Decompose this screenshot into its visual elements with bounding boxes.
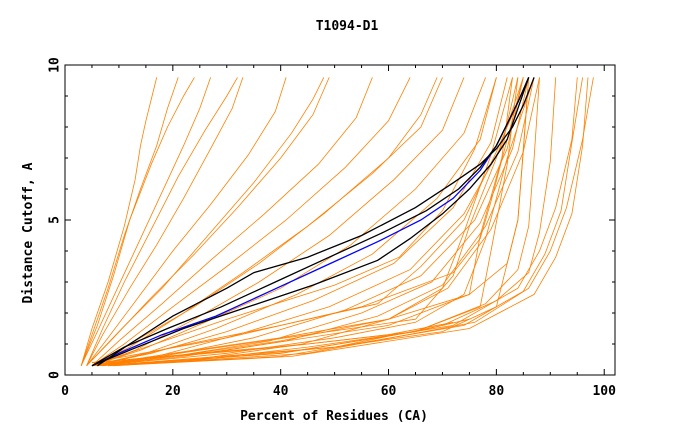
- series-line-11: [91, 77, 497, 367]
- series-line-31: [102, 77, 557, 367]
- ticks-layer: 0 20 40 60 80 100 0 5 10: [48, 57, 617, 399]
- series-line-24: [80, 77, 195, 366]
- chart-title: T1094-D1: [316, 19, 379, 34]
- series-line-34: [108, 77, 578, 367]
- series-line-38: [91, 321, 454, 363]
- series-line-43: [91, 77, 530, 367]
- series-line-26: [97, 77, 535, 367]
- series-line-10: [91, 77, 486, 367]
- series-line-6: [91, 77, 373, 366]
- series-line-18: [91, 77, 513, 367]
- x-tick-label-5: 100: [592, 384, 616, 399]
- series-line-7: [91, 77, 411, 367]
- series-line-3: [86, 77, 244, 366]
- y-tick-label-0: 0: [48, 371, 63, 379]
- y-axis-label: Distance Cutoff, A: [21, 162, 36, 303]
- x-tick-label-3: 60: [381, 384, 397, 399]
- series-line-25: [91, 77, 497, 367]
- series-layer: [80, 77, 594, 367]
- series-line-23: [86, 77, 238, 366]
- series-line-4: [86, 77, 287, 366]
- series-line-9: [91, 77, 465, 367]
- series-line-39: [91, 318, 470, 363]
- x-axis-label: Percent of Residues (CA): [240, 409, 428, 424]
- series-line-0: [80, 77, 158, 366]
- y-tick-label-1: 5: [48, 216, 63, 224]
- series-line-32: [91, 77, 524, 363]
- series-line-2: [80, 77, 211, 366]
- x-tick-label-2: 40: [273, 384, 289, 399]
- series-line-33: [91, 77, 530, 367]
- x-tick-label-1: 20: [165, 384, 181, 399]
- series-line-37: [113, 77, 589, 367]
- x-tick-label-0: 0: [61, 384, 69, 399]
- plot-frame: [64, 64, 616, 376]
- series-line-19: [97, 77, 524, 367]
- series-line-22: [86, 77, 325, 366]
- y-tick-label-2: 10: [48, 57, 63, 73]
- series-line-21: [91, 77, 438, 367]
- series-line-36: [108, 77, 583, 367]
- series-line-35: [113, 77, 594, 367]
- x-tick-label-4: 80: [489, 384, 505, 399]
- series-line-42: [91, 77, 530, 367]
